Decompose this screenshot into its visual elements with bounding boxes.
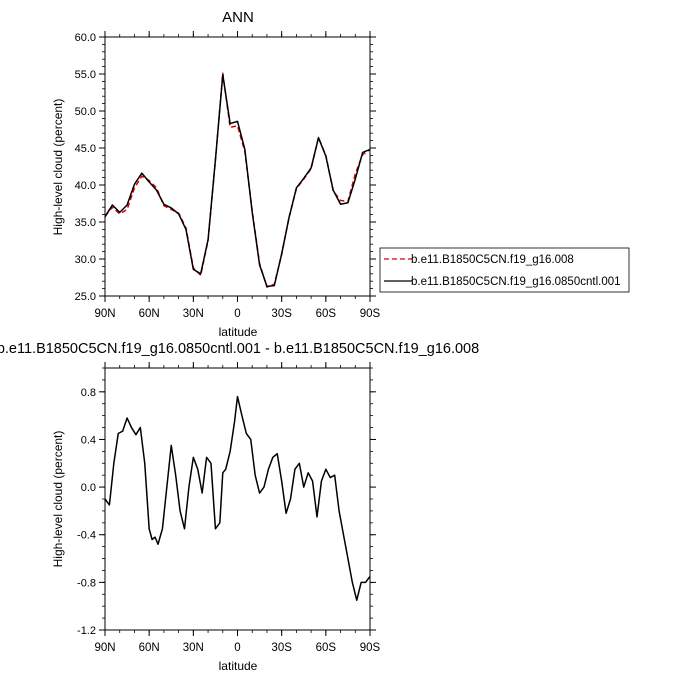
y-tick-label: 0.0 [81,482,96,494]
tick-marks [99,362,376,636]
plot-frame [104,367,371,631]
x-tick-label: 30N [183,308,204,320]
x-tick-label: 30N [183,642,204,654]
y-axis-label: High-level cloud (percent) [51,431,65,568]
plot-frame [104,36,371,297]
panel-difference: b.e11.B1850C5CN.f19_g16.0850cntl.001 - b… [0,341,479,673]
series-lines [104,395,371,601]
x-tick-label: 30S [271,308,292,320]
legend-label-series-2: b.e11.B1850C5CN.f19_g16.0850cntl.001 [411,276,621,288]
y-tick-label: 60.0 [75,32,96,44]
y-tick-label: 0.8 [81,387,96,399]
series-lines [104,72,371,288]
x-tick-label: 60N [139,642,160,654]
x-tick-label: 0 [234,642,240,654]
y-tick-label: 25.0 [75,291,96,303]
x-tick-label: 90N [94,308,115,320]
x-axis-label: latitude [219,325,258,339]
y-tick-label: 40.0 [75,180,96,192]
x-tick-label: 90S [360,308,381,320]
chart-title: ANN [222,9,254,26]
x-tick-label: 60S [316,308,337,320]
y-axis-label: High-level cloud (percent) [51,99,65,236]
x-tick-label: 90S [360,642,381,654]
x-tick-labels: 90N 60N 30N 0 30S 60S 90S [94,308,380,320]
y-tick-label: -0.8 [77,577,96,589]
legend: b.e11.B1850C5CN.f19_g16.008 b.e11.B1850C… [379,247,630,293]
x-tick-label: 30S [271,642,292,654]
series-line-2 [104,73,371,288]
x-axis-label: latitude [219,659,258,673]
legend-label-series-1: b.e11.B1850C5CN.f19_g16.008 [411,254,574,266]
x-tick-labels: 90N 60N 30N 0 30S 60S 90S [94,642,380,654]
y-tick-label: 30.0 [75,254,96,266]
y-tick-labels: 25.0 30.0 35.0 40.0 45.0 50.0 55.0 60.0 [75,32,96,303]
y-tick-label: 55.0 [75,69,96,81]
x-tick-label: 90N [94,642,115,654]
series-line-1 [104,72,371,288]
y-tick-label: 0.4 [81,434,96,446]
legend-box [379,247,630,293]
y-tick-label: 50.0 [75,106,96,118]
panel-climatology: ANN 25.0 30.0 35.0 40.0 45.0 50.0 55.0 60.0 90N… [51,9,630,339]
y-tick-label: -1.2 [77,625,96,637]
y-tick-labels: -1.2 -0.8 -0.4 0.0 0.4 0.8 [77,387,96,637]
series-line-1 [104,395,371,601]
tick-marks [99,31,376,302]
difference-title: b.e11.B1850C5CN.f19_g16.0850cntl.001 - b… [0,341,479,357]
x-tick-label: 60S [316,642,337,654]
y-tick-label: 35.0 [75,217,96,229]
y-tick-label: 45.0 [75,143,96,155]
y-tick-label: -0.4 [77,530,96,542]
x-tick-label: 60N [139,308,160,320]
x-tick-label: 0 [234,308,240,320]
